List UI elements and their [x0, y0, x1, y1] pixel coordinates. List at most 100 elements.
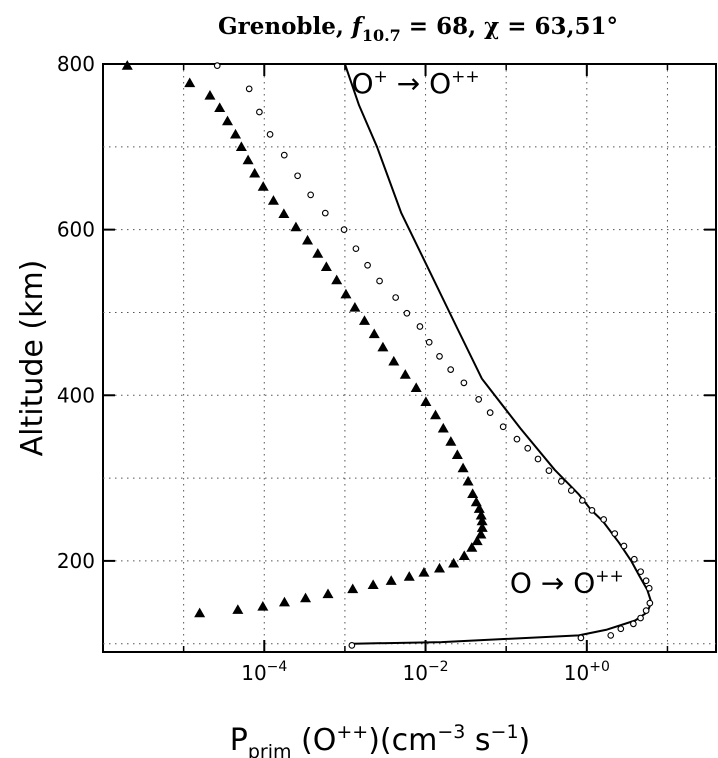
circle-marker	[524, 444, 532, 452]
series-layer	[121, 60, 654, 649]
triangle-marker	[242, 154, 254, 165]
circle-marker	[364, 261, 371, 269]
plot-frame	[102, 63, 717, 653]
circle-marker	[447, 366, 455, 373]
triangle-marker	[368, 328, 380, 339]
x-tick-label: 10−2	[402, 659, 448, 685]
circle-marker	[266, 131, 274, 138]
anno-arrow: →	[532, 566, 573, 599]
triangle-marker	[257, 181, 269, 191]
triangle-marker	[235, 141, 247, 151]
triangle-marker	[451, 449, 463, 460]
triangle-marker	[385, 575, 397, 585]
circle-marker	[513, 435, 521, 443]
triangle-marker	[448, 557, 460, 568]
title-f-sub: 10.7	[362, 26, 401, 45]
circle-marker	[392, 294, 400, 301]
triangle-marker	[458, 550, 470, 561]
anno-base: O	[510, 566, 532, 599]
triangle-marker	[367, 579, 379, 590]
triangle-marker	[278, 208, 290, 219]
triangle-marker	[403, 571, 415, 581]
triangle-marker	[267, 195, 279, 205]
triangle-marker	[230, 128, 242, 139]
triangle-marker	[347, 583, 359, 594]
y-axis-label: Altitude (km)	[15, 260, 50, 457]
triangle-marker	[121, 60, 133, 70]
circle-marker	[577, 634, 585, 642]
y-tick-label: 600	[57, 218, 95, 242]
triangle-marker	[420, 396, 432, 407]
triangle-marker	[222, 115, 234, 126]
circle-marker	[620, 542, 628, 550]
circle-marker	[545, 467, 553, 474]
triangle-marker	[300, 592, 312, 603]
xlabel-p-sub: prim	[248, 741, 292, 758]
circle-marker	[578, 497, 586, 504]
triangle-marker	[312, 248, 324, 258]
circle-marker	[611, 530, 619, 537]
triangle-marker	[194, 607, 206, 618]
triangle-marker	[257, 600, 269, 611]
circle-marker	[630, 620, 637, 628]
title-f-rest: = 68,	[401, 13, 484, 40]
chart-title: Grenoble, f10.7 = 68, χ = 63,51°	[218, 13, 618, 45]
triangle-marker	[320, 261, 332, 272]
circle-marker	[321, 209, 329, 217]
circle-marker	[637, 568, 644, 576]
circle-marker	[348, 642, 356, 649]
circle-marker	[416, 323, 424, 330]
circle-marker	[645, 584, 653, 592]
triangle-marker	[204, 89, 216, 100]
grid	[103, 64, 716, 652]
triangle-marker	[434, 562, 446, 573]
triangle-marker	[418, 566, 430, 577]
triangle-marker	[473, 503, 485, 513]
y-tick-label: 800	[57, 52, 95, 76]
triangle-marker	[410, 382, 422, 392]
triangle-marker	[475, 528, 487, 539]
circle-marker	[213, 62, 221, 70]
circle-marker	[642, 577, 650, 585]
xlabel-sup2: −3	[437, 721, 465, 743]
triangle-marker	[399, 369, 411, 379]
circle-marker	[617, 625, 625, 633]
triangle-marker	[331, 274, 343, 285]
x-tick-label: 10+0	[564, 659, 610, 685]
triangle-marker	[445, 436, 457, 446]
circle-marker	[307, 191, 315, 199]
xlabel-p: P	[230, 723, 248, 758]
triangle-marker	[322, 588, 334, 599]
triangle-marker	[471, 535, 483, 546]
triangle-marker	[290, 221, 302, 232]
anno-arrow: →	[388, 67, 429, 100]
anno-sup2: ++	[451, 67, 480, 87]
x-tick-label: 10−4	[241, 659, 287, 685]
circle-marker	[637, 614, 644, 622]
triangle-marker	[476, 522, 488, 532]
circle-marker	[294, 172, 301, 180]
anno-base2: O	[429, 67, 451, 100]
x-tick-base: 10	[402, 661, 427, 685]
triangle-marker	[184, 77, 196, 88]
triangle-marker	[302, 234, 314, 245]
circle-marker	[245, 85, 253, 93]
triangle-marker	[430, 409, 442, 420]
y-tick-label: 400	[57, 383, 95, 407]
triangle-marker	[475, 509, 487, 520]
circle-marker	[588, 507, 596, 514]
triangle-marker	[377, 341, 389, 352]
circle-marker	[646, 599, 654, 607]
circle-marker	[436, 352, 443, 360]
circle-marker	[600, 516, 608, 523]
xlabel-rest3: s	[465, 723, 490, 758]
x-tick-base: 10	[564, 661, 589, 685]
circle-marker	[642, 607, 650, 614]
circle-marker	[460, 379, 468, 387]
circle-marker	[557, 478, 565, 485]
x-tick-base: 10	[241, 661, 266, 685]
circle-marker	[340, 226, 348, 233]
annotation-label: O → O++	[510, 566, 624, 599]
